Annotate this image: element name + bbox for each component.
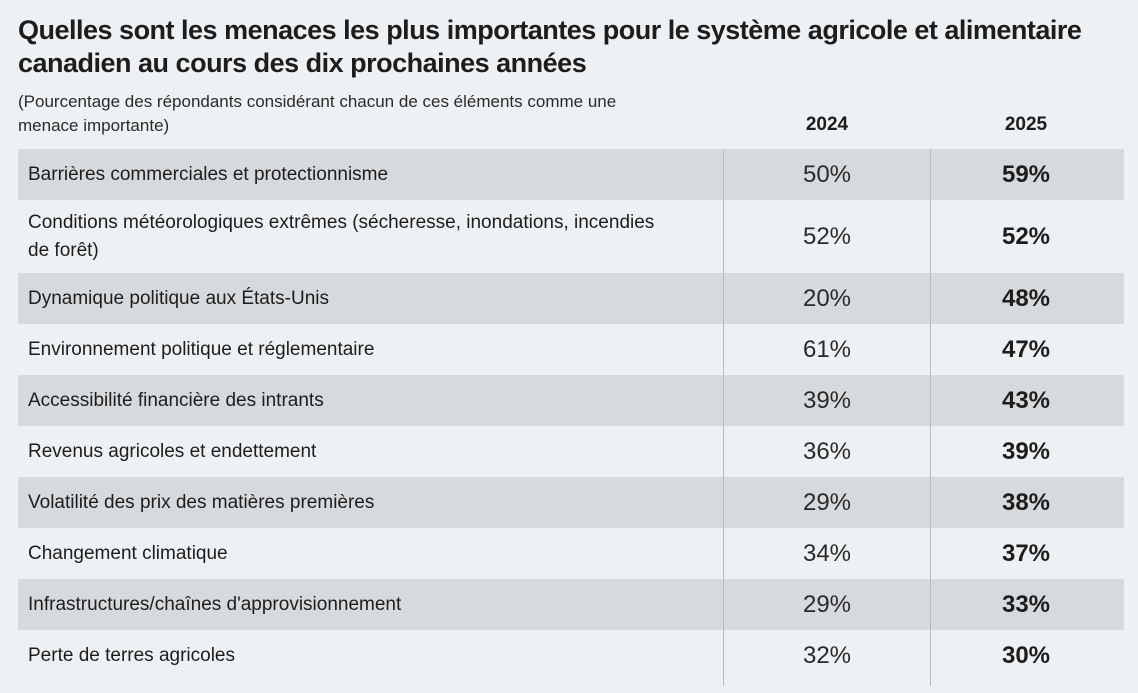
table-row: Accessibilité financière des intrants 39%…	[18, 375, 1124, 426]
column-divider-2024	[723, 149, 724, 686]
column-divider-2025	[930, 149, 931, 686]
value-2024: 36%	[802, 437, 852, 465]
value-2025: 47%	[1001, 335, 1051, 363]
value-2025: 38%	[1001, 488, 1051, 516]
row-label: Revenus agricoles et endettement	[28, 440, 317, 462]
column-header-2024: 2024	[805, 114, 849, 135]
table-row: Environnement politique et réglementaire…	[18, 324, 1124, 375]
row-label: Changement climatique	[28, 542, 228, 564]
value-2024: 29%	[802, 488, 852, 516]
value-2025: 39%	[1001, 437, 1051, 465]
value-2024: 39%	[802, 386, 852, 414]
value-2025: 52%	[1001, 222, 1051, 250]
row-label: Environnement politique et réglementaire	[28, 338, 375, 360]
value-2025: 48%	[1001, 284, 1051, 312]
value-2024: 32%	[802, 642, 852, 669]
table-row: Revenus agricoles et endettement 36% 39%	[18, 426, 1124, 477]
value-2025: 37%	[1001, 539, 1051, 567]
value-2025: 43%	[1001, 386, 1051, 414]
value-2025: 59%	[1001, 160, 1051, 188]
table-row: Infrastructures/chaînes d'approvisionnem…	[18, 579, 1124, 630]
row-label: Dynamique politique aux États-Unis	[28, 287, 329, 309]
table-row: Dynamique politique aux États-Unis 20% 48%	[18, 273, 1124, 324]
table-row: Changement climatique 34% 37%	[18, 528, 1124, 579]
column-header-2025: 2025	[1004, 114, 1048, 135]
table-row: Perte de terres agricoles 32% 30%	[18, 630, 1124, 682]
value-2024: 52%	[802, 222, 852, 250]
value-2024: 50%	[802, 160, 852, 188]
value-2024: 61%	[802, 335, 852, 363]
chart-title: Quelles sont les menaces les plus import…	[18, 15, 1082, 78]
row-label: Volatilité des prix des matières premièr…	[28, 491, 375, 513]
row-label: Accessibilité financière des intrants	[28, 389, 324, 411]
table-row: Barrières commerciales et protectionnism…	[18, 149, 1124, 200]
value-2024: 34%	[802, 539, 852, 567]
table-row: Volatilité des prix des matières premièr…	[18, 477, 1124, 528]
chart-subtitle: (Pourcentage des répondants considérant …	[18, 92, 617, 135]
value-2025: 30%	[1001, 642, 1051, 669]
row-label: Barrières commerciales et protectionnism…	[28, 163, 389, 185]
value-2024: 20%	[802, 284, 852, 312]
row-label: Infrastructures/chaînes d'approvisionnem…	[28, 593, 402, 615]
value-2024: 29%	[802, 590, 852, 618]
value-2025: 33%	[1001, 590, 1051, 618]
table-row: Conditions météorologiques extrêmes (séc…	[18, 200, 1124, 273]
threats-table: Barrières commerciales et protectionnism…	[18, 149, 1124, 682]
row-label: Perte de terres agricoles	[28, 645, 235, 666]
row-label: Conditions météorologiques extrêmes (séc…	[28, 211, 655, 261]
